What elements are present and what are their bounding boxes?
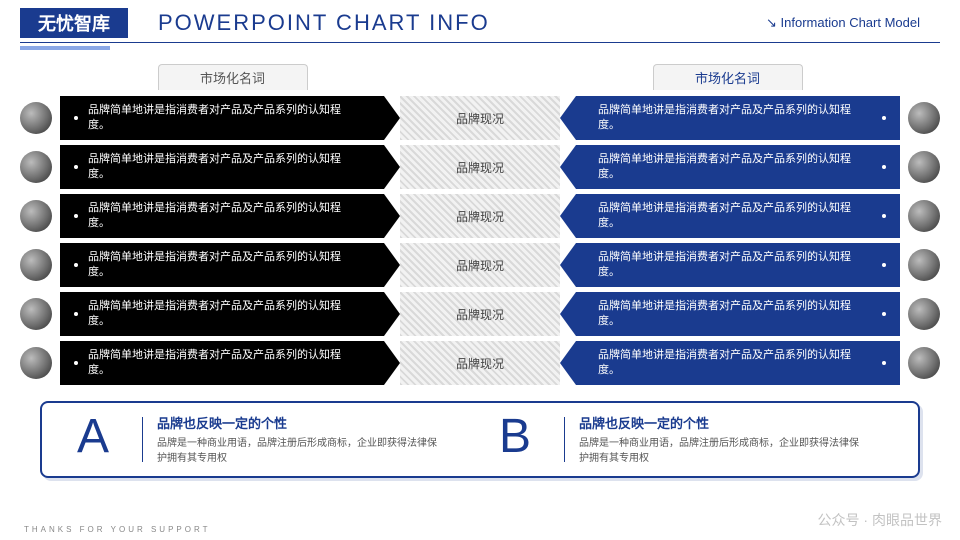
list-row: 品牌简单地讲是指消费者对产品及产品系列的认知程度。 品牌现况 品牌简单地讲是指消费者… [20, 292, 940, 336]
col-head-left: 市场化名词 [158, 64, 308, 90]
mid-label: 品牌现况 [400, 243, 560, 287]
mid-label: 品牌现况 [400, 194, 560, 238]
divider [142, 417, 143, 462]
avatar [908, 298, 940, 330]
right-text: 品牌简单地讲是指消费者对产品及产品系列的认知程度。 [598, 348, 872, 378]
avatar [908, 200, 940, 232]
header: 无忧智库 POWERPOINT CHART INFO Information C… [0, 0, 960, 42]
column-headers: 市场化名词 市场化名词 [20, 64, 940, 90]
mid-label: 品牌现况 [400, 145, 560, 189]
avatar [20, 347, 52, 379]
right-arrow: 品牌简单地讲是指消费者对产品及产品系列的认知程度。 [576, 292, 900, 336]
right-text: 品牌简单地讲是指消费者对产品及产品系列的认知程度。 [598, 299, 872, 329]
right-text: 品牌简单地讲是指消费者对产品及产品系列的认知程度。 [598, 103, 872, 133]
left-text: 品牌简单地讲是指消费者对产品及产品系列的认知程度。 [88, 299, 362, 329]
rows-container: 品牌简单地讲是指消费者对产品及产品系列的认知程度。品牌现况品牌简单地讲是指消费者… [20, 96, 940, 385]
bullet-icon [882, 263, 886, 267]
right-arrow: 品牌简单地讲是指消费者对产品及产品系列的认知程度。 [576, 145, 900, 189]
title-underline [20, 42, 940, 43]
bullet-icon [74, 312, 78, 316]
left-text: 品牌简单地讲是指消费者对产品及产品系列的认知程度。 [88, 250, 362, 280]
divider [564, 417, 565, 462]
subtitle: Information Chart Model [766, 15, 920, 31]
bullet-icon [882, 116, 886, 120]
bottom-half-a: A 品牌也反映一定的个性 品牌是一种商业用语，品牌注册后形成商标，企业即获得法律… [58, 413, 480, 466]
avatar [20, 102, 52, 134]
mid-label: 品牌现况 [400, 341, 560, 385]
avatar [20, 200, 52, 232]
right-text: 品牌简单地讲是指消费者对产品及产品系列的认知程度。 [598, 152, 872, 182]
page-title: POWERPOINT CHART INFO [158, 10, 490, 36]
right-text: 品牌简单地讲是指消费者对产品及产品系列的认知程度。 [598, 201, 872, 231]
avatar [908, 347, 940, 379]
letter-b: B [480, 413, 550, 461]
bullet-icon [882, 165, 886, 169]
avatar [908, 249, 940, 281]
left-text: 品牌简单地讲是指消费者对产品及产品系列的认知程度。 [88, 348, 362, 378]
brand-badge: 无忧智库 [20, 8, 128, 38]
a-title: 品牌也反映一定的个性 [157, 413, 437, 432]
mid-label: 品牌现况 [400, 292, 560, 336]
left-arrow: 品牌简单地讲是指消费者对产品及产品系列的认知程度。 [60, 243, 384, 287]
avatar [20, 298, 52, 330]
left-arrow: 品牌简单地讲是指消费者对产品及产品系列的认知程度。 [60, 194, 384, 238]
avatar [908, 102, 940, 134]
b-title: 品牌也反映一定的个性 [579, 413, 859, 432]
half-a-text: 品牌也反映一定的个性 品牌是一种商业用语，品牌注册后形成商标，企业即获得法律保护… [157, 413, 437, 466]
list-row: 品牌简单地讲是指消费者对产品及产品系列的认知程度。 品牌现况 品牌简单地讲是指消费者… [20, 145, 940, 189]
left-arrow: 品牌简单地讲是指消费者对产品及产品系列的认知程度。 [60, 96, 384, 140]
bullet-icon [882, 312, 886, 316]
list-row: 品牌简单地讲是指消费者对产品及产品系列的认知程度。 品牌现况 品牌简单地讲是指消费者… [20, 96, 940, 140]
avatar [20, 249, 52, 281]
right-arrow: 品牌简单地讲是指消费者对产品及产品系列的认知程度。 [576, 341, 900, 385]
half-b-text: 品牌也反映一定的个性 品牌是一种商业用语，品牌注册后形成商标，企业即获得法律保护… [579, 413, 859, 466]
bullet-icon [74, 361, 78, 365]
a-desc: 品牌是一种商业用语，品牌注册后形成商标，企业即获得法律保护拥有其专用权 [157, 436, 437, 466]
avatar [908, 151, 940, 183]
list-row: 品牌简单地讲是指消费者对产品及产品系列的认知程度。 品牌现况 品牌简单地讲是指消费者… [20, 341, 940, 385]
bottom-half-b: B 品牌也反映一定的个性 品牌是一种商业用语，品牌注册后形成商标，企业即获得法律… [480, 413, 902, 466]
bullet-icon [74, 165, 78, 169]
list-row: 品牌简单地讲是指消费者对产品及产品系列的认知程度。 品牌现况 品牌简单地讲是指消费者… [20, 194, 940, 238]
mid-label: 品牌现况 [400, 96, 560, 140]
left-arrow: 品牌简单地讲是指消费者对产品及产品系列的认知程度。 [60, 145, 384, 189]
left-arrow: 品牌简单地讲是指消费者对产品及产品系列的认知程度。 [60, 341, 384, 385]
left-text: 品牌简单地讲是指消费者对产品及产品系列的认知程度。 [88, 103, 362, 133]
avatar [20, 151, 52, 183]
b-desc: 品牌是一种商业用语，品牌注册后形成商标，企业即获得法律保护拥有其专用权 [579, 436, 859, 466]
bullet-icon [74, 263, 78, 267]
left-text: 品牌简单地讲是指消费者对产品及产品系列的认知程度。 [88, 201, 362, 231]
bullet-icon [74, 214, 78, 218]
left-text: 品牌简单地讲是指消费者对产品及产品系列的认知程度。 [88, 152, 362, 182]
letter-a: A [58, 413, 128, 461]
left-arrow: 品牌简单地讲是指消费者对产品及产品系列的认知程度。 [60, 292, 384, 336]
right-arrow: 品牌简单地讲是指消费者对产品及产品系列的认知程度。 [576, 194, 900, 238]
watermark: 公众号 · 肉眼品世界 [818, 510, 942, 530]
bullet-icon [882, 361, 886, 365]
right-text: 品牌简单地讲是指消费者对产品及产品系列的认知程度。 [598, 250, 872, 280]
col-head-right: 市场化名词 [653, 64, 803, 90]
right-arrow: 品牌简单地讲是指消费者对产品及产品系列的认知程度。 [576, 243, 900, 287]
footer-text: THANKS FOR YOUR SUPPORT [24, 525, 211, 534]
bullet-icon [882, 214, 886, 218]
bullet-icon [74, 116, 78, 120]
content: 市场化名词 市场化名词 品牌简单地讲是指消费者对产品及产品系列的认知程度。品牌现… [0, 50, 960, 478]
list-row: 品牌简单地讲是指消费者对产品及产品系列的认知程度。 品牌现况 品牌简单地讲是指消费者… [20, 243, 940, 287]
bottom-box: A 品牌也反映一定的个性 品牌是一种商业用语，品牌注册后形成商标，企业即获得法律… [40, 401, 920, 478]
right-arrow: 品牌简单地讲是指消费者对产品及产品系列的认知程度。 [576, 96, 900, 140]
